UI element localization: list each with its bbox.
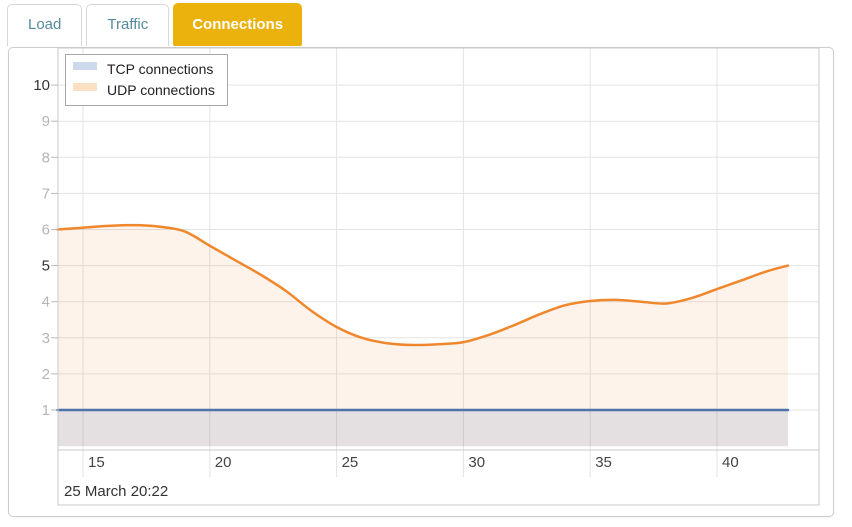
chart-legend: TCP connections UDP connections bbox=[65, 54, 228, 106]
tab-load-label: Load bbox=[28, 16, 62, 33]
tab-traffic[interactable]: Traffic bbox=[86, 4, 170, 46]
axis-date-label: 25 March 20:22 bbox=[64, 483, 169, 500]
udp-legend-swatch bbox=[73, 83, 97, 98]
legend-item-udp: UDP connections bbox=[73, 83, 215, 98]
tcp-legend-label: TCP connections bbox=[107, 61, 214, 77]
tab-bar: Load Traffic Connections bbox=[7, 3, 303, 46]
tab-connections-label: Connections bbox=[192, 16, 284, 33]
chart-panel bbox=[8, 47, 834, 517]
tab-traffic-label: Traffic bbox=[107, 16, 149, 33]
tab-connections[interactable]: Connections bbox=[173, 3, 303, 46]
legend-item-tcp: TCP connections bbox=[73, 62, 215, 77]
udp-legend-label: UDP connections bbox=[107, 82, 215, 98]
tab-load[interactable]: Load bbox=[7, 4, 83, 46]
tcp-legend-swatch bbox=[73, 62, 97, 77]
